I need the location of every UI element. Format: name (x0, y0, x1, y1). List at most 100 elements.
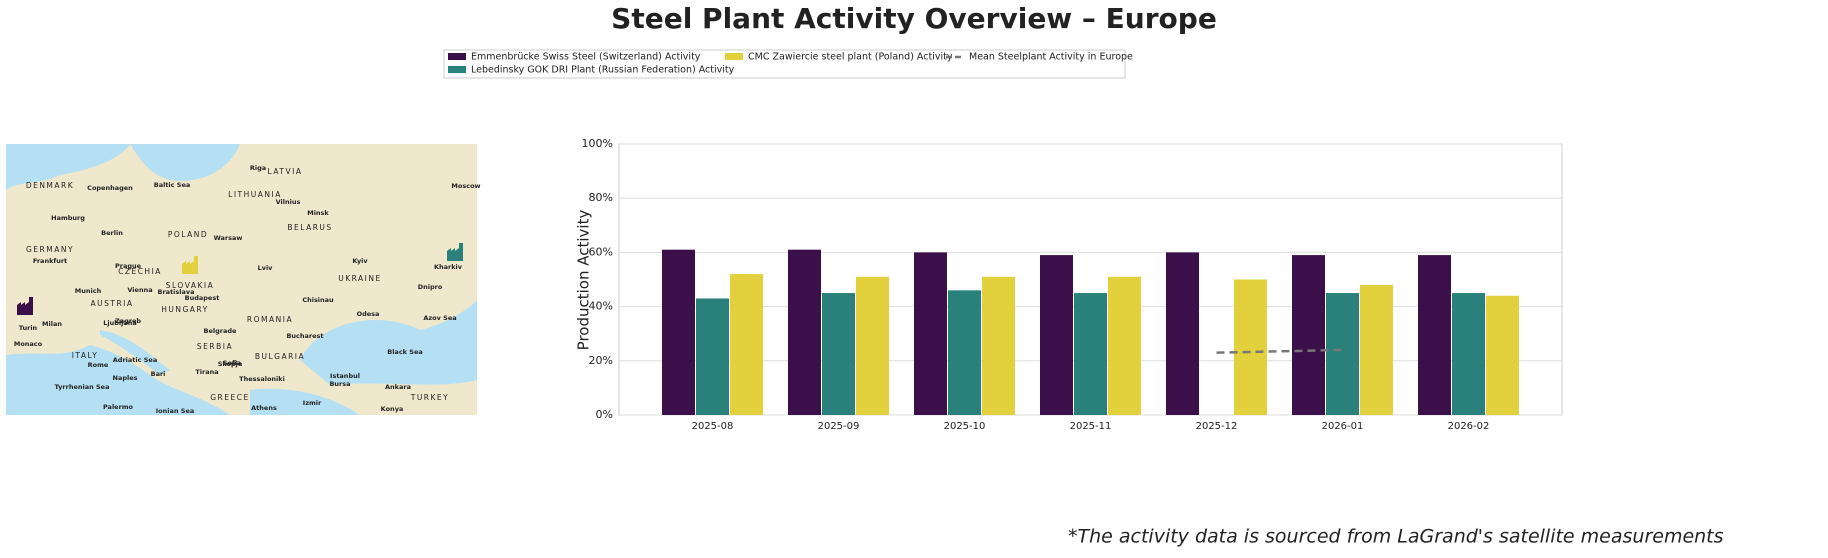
bar (1166, 252, 1199, 415)
map-label: LITHUANIA (228, 190, 282, 199)
bar (1452, 293, 1485, 415)
map-label: Kharkiv (434, 263, 463, 271)
map-label: Adriatic Sea (113, 356, 157, 364)
map-label: Bratislava (158, 288, 195, 296)
legend-swatch (448, 53, 466, 60)
legend-swatch (448, 66, 466, 73)
map-label: Turin (19, 324, 38, 332)
map-label: Thessaloniki (239, 375, 285, 383)
bar (1418, 255, 1451, 415)
map-label: BULGARIA (255, 352, 305, 361)
bar (1486, 295, 1519, 415)
bar (1326, 293, 1359, 415)
bar (1040, 255, 1073, 415)
map-label: Bursa (329, 380, 350, 388)
map-label: Tyrrhenian Sea (55, 383, 110, 391)
map-label: GERMANY (26, 245, 74, 254)
map-label: Moscow (451, 182, 480, 190)
x-tick-label: 2025-12 (1196, 421, 1238, 432)
y-tick-label: 20% (589, 354, 613, 367)
map-sea (130, 144, 240, 181)
y-tick-label: 80% (589, 191, 613, 204)
map-label: Berlin (101, 229, 123, 237)
map-label: Azov Sea (423, 314, 456, 322)
legend-label: Mean Steelplant Activity in Europe (969, 52, 1133, 63)
y-tick-label: 100% (582, 137, 613, 150)
plant-icon (447, 243, 463, 261)
plant-icon (182, 256, 198, 274)
map-label: Ionian Sea (156, 407, 195, 415)
map-label: ITALY (72, 351, 99, 360)
legend-label: Emmenbrücke Swiss Steel (Switzerland) Ac… (471, 52, 701, 63)
map-label: Prague (115, 262, 142, 270)
map-label: Lviv (258, 264, 274, 272)
map-label: Monaco (14, 340, 43, 348)
bar (788, 249, 821, 415)
map-sea (6, 345, 230, 415)
map-label: AUSTRIA (90, 299, 133, 308)
map-sea (250, 388, 360, 415)
map-label: Izmir (303, 399, 322, 407)
map-label: Vilnius (276, 198, 301, 206)
x-tick-label: 2025-09 (818, 421, 860, 432)
map-label: Bucharest (286, 332, 323, 340)
map-sea (100, 330, 170, 375)
map-label: DENMARK (26, 181, 74, 190)
map-label: Istanbul (330, 372, 360, 380)
bar (662, 249, 695, 415)
map-label: Minsk (307, 209, 329, 217)
map-label: Frankfurt (33, 257, 67, 265)
map-label: Sofia (223, 359, 241, 367)
bar (1108, 276, 1141, 415)
map-label: Ljubljana (103, 319, 137, 327)
map-label: Warsaw (214, 234, 243, 242)
map-label: Chisinau (302, 296, 334, 304)
y-axis-label: Production Activity (575, 210, 593, 351)
bar (1074, 293, 1107, 415)
map-label: Black Sea (387, 348, 422, 356)
map-label: Zagreb (115, 317, 141, 325)
bar (948, 290, 981, 415)
bar (856, 276, 889, 415)
map-label: ROMANIA (247, 315, 293, 324)
map-label: Kyiv (352, 257, 368, 265)
legend-label: CMC Zawiercie steel plant (Poland) Activ… (748, 52, 953, 63)
bar (914, 252, 947, 415)
map-label: GREECE (210, 393, 249, 402)
map-label: Konya (381, 405, 404, 413)
y-tick-label: 0% (596, 408, 613, 421)
bar (982, 276, 1015, 415)
bar (1360, 284, 1393, 415)
map-label: Athens (251, 404, 277, 412)
legend-box (443, 49, 1126, 79)
legend-label: Lebedinsky GOK DRI Plant (Russian Federa… (471, 65, 735, 76)
map-label: Skopje (218, 360, 243, 368)
map-sea (6, 144, 130, 190)
map-label: Munich (75, 287, 102, 295)
map-label: UKRAINE (338, 274, 382, 283)
y-tick-label: 40% (589, 300, 613, 313)
map-label: Palermo (103, 403, 134, 411)
chart-title: Steel Plant Activity Overview – Europe (611, 2, 1217, 35)
x-tick-label: 2025-11 (1070, 421, 1112, 432)
map-label: Milan (42, 320, 62, 328)
map-label: Belgrade (204, 327, 237, 335)
x-tick-label: 2026-02 (1448, 421, 1490, 432)
map: DENMARK Copenhagen Baltic Sea LITHUANIA LATV… (6, 144, 481, 415)
plant-icon (17, 297, 33, 315)
map-label: Ankara (385, 383, 411, 391)
map-label: SLOVAKIA (166, 281, 215, 290)
y-tick-label: 60% (589, 245, 613, 258)
map-label: Odesa (357, 310, 380, 318)
bar (1234, 279, 1267, 415)
map-label: Vienna (127, 286, 152, 294)
x-tick-label: 2025-08 (692, 421, 734, 432)
bar (822, 293, 855, 415)
x-tick-label: 2026-01 (1322, 421, 1364, 432)
map-label: Copenhagen (87, 184, 133, 192)
map-label: Baltic Sea (154, 181, 191, 189)
map-label: Bari (151, 370, 166, 378)
footnote: *The activity data is sourced from LaGra… (1068, 526, 1724, 548)
map-sea (300, 300, 477, 385)
